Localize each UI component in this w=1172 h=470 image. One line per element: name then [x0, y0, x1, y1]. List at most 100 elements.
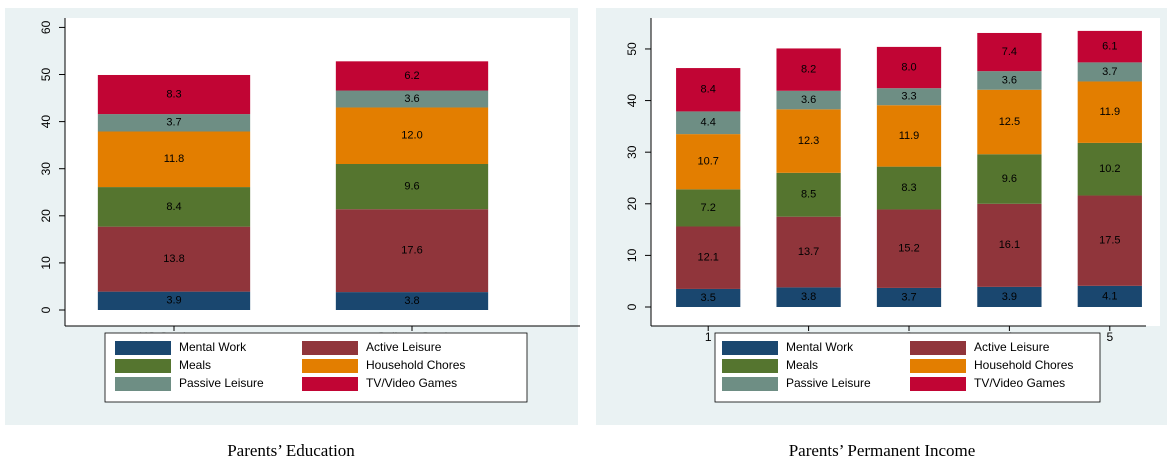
value-label: 9.6 [1002, 173, 1017, 185]
value-label: 16.1 [999, 239, 1020, 251]
value-label: 11.9 [1100, 106, 1121, 118]
value-label: 6.2 [404, 70, 419, 82]
bar-segment [97, 114, 251, 132]
x-tick-label: 1 [705, 330, 712, 344]
bar-segment [776, 48, 841, 91]
y-tick-label: 0 [39, 306, 53, 313]
legend-swatch [910, 377, 966, 391]
bar-segment [876, 166, 942, 210]
value-label: 7.4 [1002, 46, 1017, 58]
value-label: 3.7 [1102, 66, 1117, 78]
bar-segment [977, 32, 1042, 72]
bar-segment [676, 226, 741, 289]
value-label: 3.9 [1002, 291, 1017, 303]
y-tick-label: 10 [39, 256, 53, 270]
bar-segment [335, 164, 489, 210]
bar-segment [97, 131, 251, 188]
legend-label: Passive Leisure [786, 376, 871, 390]
value-label: 10.7 [697, 156, 718, 168]
bar-segment [335, 292, 489, 310]
legend-swatch [302, 359, 358, 373]
bar-segment [335, 107, 489, 164]
y-tick-label: 30 [39, 162, 53, 176]
value-label: 3.3 [901, 91, 916, 103]
value-label: 8.4 [701, 84, 716, 96]
legend-box [714, 332, 1101, 403]
value-label: 9.6 [404, 181, 419, 193]
bar-segment [97, 226, 251, 292]
bar-segment [97, 291, 251, 310]
value-label: 11.8 [164, 153, 185, 165]
bar-segment [776, 172, 841, 217]
value-label: 15.2 [898, 243, 919, 255]
value-label: 12.5 [999, 116, 1020, 128]
legend-label: Passive Leisure [179, 376, 264, 390]
value-label: 12.0 [401, 130, 422, 142]
value-label: 17.5 [1099, 235, 1120, 247]
x-tick-label: 5 [1106, 330, 1113, 344]
legend-label: Active Leisure [974, 340, 1050, 354]
legend-swatch [115, 341, 171, 355]
y-tick-label: 20 [625, 197, 639, 211]
value-label: 8.3 [901, 182, 916, 194]
legend-label: TV/Video Games [366, 376, 457, 390]
legend-label: Household Chores [366, 358, 465, 372]
legend-swatch [302, 341, 358, 355]
value-label: 8.0 [901, 61, 916, 73]
y-tick-label: 40 [625, 94, 639, 108]
value-label: 10.2 [1099, 163, 1120, 175]
value-label: 3.9 [166, 295, 181, 307]
bar-segment [676, 111, 741, 135]
value-label: 3.7 [901, 291, 916, 303]
bar-segment [876, 46, 942, 89]
legend-label: Mental Work [179, 340, 247, 354]
value-label: 3.6 [801, 94, 816, 106]
value-label: 12.3 [798, 135, 819, 147]
value-label: 6.1 [1102, 41, 1117, 53]
bar-segment [335, 209, 489, 293]
bar-segment [776, 109, 841, 173]
legend-swatch [115, 359, 171, 373]
y-tick-label: 50 [625, 42, 639, 56]
bar-segment [335, 90, 489, 108]
bar-segment [1077, 285, 1142, 307]
bar-segment [676, 288, 741, 307]
bar-segment [1077, 30, 1142, 63]
y-tick-label: 0 [625, 303, 639, 310]
bar-segment [676, 134, 741, 190]
bar-segment [1077, 142, 1142, 196]
bar-segment [1077, 62, 1142, 82]
legend-label: Active Leisure [366, 340, 442, 354]
bar-segment [97, 187, 251, 227]
bar-segment [876, 88, 942, 106]
legend-swatch [115, 377, 171, 391]
value-label: 3.6 [404, 93, 419, 105]
bar-segment [876, 209, 942, 288]
value-label: 3.7 [166, 117, 181, 129]
value-label: 4.1 [1102, 290, 1117, 302]
value-label: 3.6 [1002, 74, 1017, 86]
bar-segment [977, 71, 1042, 90]
bar-segment [97, 74, 251, 115]
bar-segment [1077, 81, 1142, 143]
value-label: 7.2 [701, 202, 716, 214]
bar-segment [876, 105, 942, 167]
value-label: 11.9 [899, 130, 920, 142]
bar-segment [977, 89, 1042, 155]
value-label: 17.6 [401, 245, 422, 257]
legend-swatch [722, 377, 778, 391]
y-tick-label: 50 [39, 68, 53, 82]
bar-segment [876, 287, 942, 307]
value-label: 8.2 [801, 64, 816, 76]
legend-label: Meals [786, 358, 818, 372]
value-label: 3.8 [801, 291, 816, 303]
value-label: 13.8 [163, 253, 184, 265]
legend-swatch [302, 377, 358, 391]
y-tick-label: 60 [39, 20, 53, 34]
bar-segment [1077, 195, 1142, 286]
legend-swatch [722, 359, 778, 373]
legend-swatch [722, 341, 778, 355]
bar-segment [776, 287, 841, 307]
